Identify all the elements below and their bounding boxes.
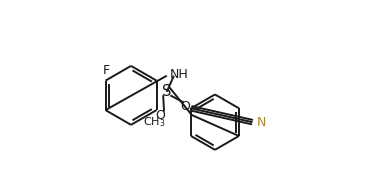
Text: O: O [155, 109, 165, 122]
Text: NH: NH [170, 68, 189, 81]
Text: F: F [103, 64, 110, 77]
Text: CH$_3$: CH$_3$ [142, 115, 165, 129]
Text: O: O [181, 100, 190, 112]
Text: N: N [257, 116, 266, 129]
Text: S: S [162, 84, 171, 99]
